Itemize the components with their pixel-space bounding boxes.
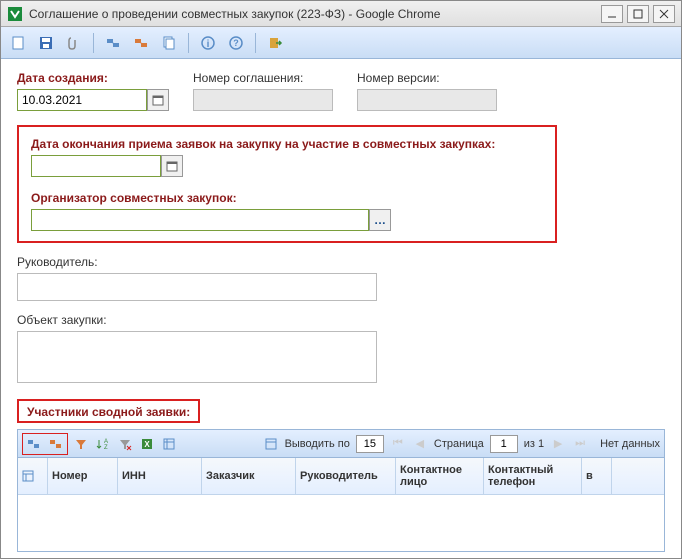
per-page-label: Выводить по [285, 438, 350, 450]
help-button[interactable]: ? [225, 32, 247, 54]
calendar-icon[interactable] [161, 155, 183, 177]
maximize-button[interactable] [627, 5, 649, 23]
sort-button[interactable]: AZ [94, 435, 112, 453]
organizer-input[interactable] [31, 209, 369, 231]
svg-text:X: X [144, 440, 150, 449]
page-input[interactable] [490, 435, 518, 453]
field-agreement-no: Номер соглашения: [193, 71, 333, 111]
calendar-icon[interactable] [147, 89, 169, 111]
deadline-input[interactable] [31, 155, 161, 177]
object-input[interactable] [17, 331, 377, 383]
per-page-input[interactable] [356, 435, 384, 453]
link-add-button[interactable] [102, 32, 124, 54]
field-date-created: Дата создания: [17, 71, 169, 111]
grid-col-header[interactable]: Контактное лицо [396, 458, 484, 494]
exit-button[interactable] [264, 32, 286, 54]
grid-toolbar-highlight [22, 433, 68, 455]
form-content: Дата создания: Номер соглашения: Номер в… [1, 59, 681, 559]
date-created-label: Дата создания: [17, 71, 169, 85]
titlebar: Соглашение о проведении совместных закуп… [1, 1, 681, 27]
attach-button[interactable] [63, 32, 85, 54]
link-remove-button[interactable] [130, 32, 152, 54]
field-manager: Руководитель: [17, 255, 665, 301]
grid-header: НомерИННЗаказчикРуководительКонтактное л… [18, 458, 664, 495]
date-created-input[interactable] [17, 89, 147, 111]
grid-col-header[interactable]: Номер [48, 458, 118, 494]
refresh-button[interactable] [263, 436, 279, 452]
object-label: Объект закупки: [17, 313, 665, 327]
last-page-button[interactable]: ⏭ [572, 436, 588, 452]
field-organizer: Организатор совместных закупок: … [31, 191, 543, 231]
agreement-no-input[interactable] [193, 89, 333, 111]
field-deadline: Дата окончания приема заявок на закупку … [31, 137, 543, 177]
columns-button[interactable] [160, 435, 178, 453]
grid-col-header[interactable] [18, 458, 48, 494]
grid-col-header[interactable]: Руководитель [296, 458, 396, 494]
clear-filter-button[interactable] [116, 435, 134, 453]
new-button[interactable] [7, 32, 29, 54]
page-label: Страница [434, 438, 484, 450]
app-icon [7, 6, 23, 22]
row-top: Дата создания: Номер соглашения: Номер в… [17, 71, 665, 111]
lookup-button[interactable]: … [369, 209, 391, 231]
main-toolbar: i ? [1, 27, 681, 59]
participants-section-label: Участники сводной заявки: [17, 399, 200, 423]
grid-toolbar: AZ X Выводить по ⏮ ◀ Страница из 1 ▶ ⏭ Н… [18, 430, 664, 458]
version-no-label: Номер версии: [357, 71, 497, 85]
separator [255, 33, 256, 53]
organizer-label: Организатор совместных закупок: [31, 191, 543, 205]
next-page-button[interactable]: ▶ [550, 436, 566, 452]
field-version-no: Номер версии: [357, 71, 497, 111]
field-object: Объект закупки: [17, 313, 665, 383]
participants-grid: AZ X Выводить по ⏮ ◀ Страница из 1 ▶ ⏭ Н… [17, 429, 665, 552]
info-button[interactable]: i [197, 32, 219, 54]
highlighted-required-box: Дата окончания приема заявок на закупку … [17, 125, 557, 243]
separator [93, 33, 94, 53]
first-page-button[interactable]: ⏮ [390, 436, 406, 452]
grid-add-button[interactable] [25, 435, 43, 453]
svg-text:Z: Z [104, 445, 108, 451]
separator [188, 33, 189, 53]
version-no-input[interactable] [357, 89, 497, 111]
copy-button[interactable] [158, 32, 180, 54]
minimize-button[interactable] [601, 5, 623, 23]
deadline-label: Дата окончания приема заявок на закупку … [31, 137, 543, 151]
filter-button[interactable] [72, 435, 90, 453]
grid-col-header[interactable]: ИНН [118, 458, 202, 494]
grid-body [18, 495, 664, 551]
page-of: из 1 [524, 438, 544, 450]
close-button[interactable] [653, 5, 675, 23]
agreement-no-label: Номер соглашения: [193, 71, 333, 85]
grid-col-header[interactable]: Контактный телефон [484, 458, 582, 494]
save-button[interactable] [35, 32, 57, 54]
excel-button[interactable]: X [138, 435, 156, 453]
svg-text:?: ? [233, 38, 239, 48]
window-controls [601, 5, 675, 23]
grid-col-header[interactable]: в [582, 458, 612, 494]
manager-input[interactable] [17, 273, 377, 301]
grid-remove-button[interactable] [47, 435, 65, 453]
svg-text:i: i [207, 39, 210, 50]
nodata-label: Нет данных [600, 438, 660, 450]
grid-col-header[interactable]: Заказчик [202, 458, 296, 494]
app-window: Соглашение о проведении совместных закуп… [0, 0, 682, 559]
prev-page-button[interactable]: ◀ [412, 436, 428, 452]
window-title: Соглашение о проведении совместных закуп… [29, 7, 601, 21]
manager-label: Руководитель: [17, 255, 665, 269]
